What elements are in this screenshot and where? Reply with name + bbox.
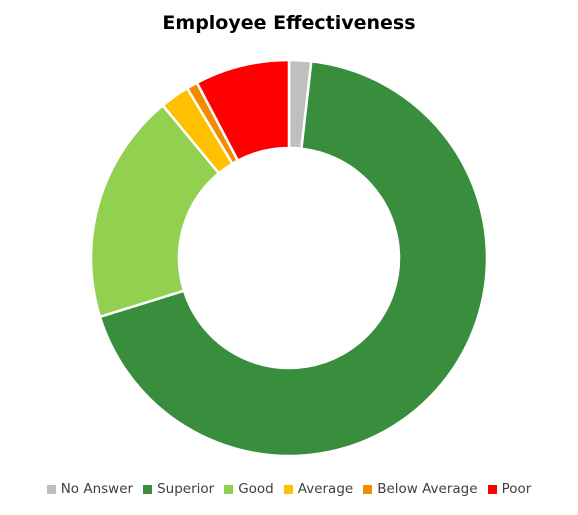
chart-title: Employee Effectiveness — [162, 12, 416, 34]
legend-item-no-answer: No Answer — [46, 481, 134, 497]
legend-swatch — [487, 484, 497, 494]
legend-item-superior: Superior — [143, 481, 214, 497]
legend-label: Poor — [501, 481, 532, 497]
legend-label: Below Average — [377, 481, 478, 497]
slice-good — [89, 104, 221, 319]
legend-swatch — [224, 484, 234, 494]
legend-swatch — [283, 484, 293, 494]
legend-item-average: Average — [283, 481, 354, 497]
legend-label: Good — [238, 481, 274, 497]
legend-item-good: Good — [224, 481, 274, 497]
legend-swatch — [363, 484, 373, 494]
legend-item-below-average: Below Average — [363, 481, 478, 497]
legend-swatch — [143, 484, 153, 494]
legend-label: Superior — [157, 481, 215, 497]
chart-legend: No Answer Superior Good Average Below Averag… — [0, 481, 578, 497]
legend-item-poor: Poor — [487, 481, 532, 497]
slice-superior — [98, 60, 489, 458]
slice-poor — [195, 58, 291, 162]
legend-swatch — [46, 484, 56, 494]
legend-label: Average — [297, 481, 354, 497]
legend-label: No Answer — [60, 481, 134, 497]
